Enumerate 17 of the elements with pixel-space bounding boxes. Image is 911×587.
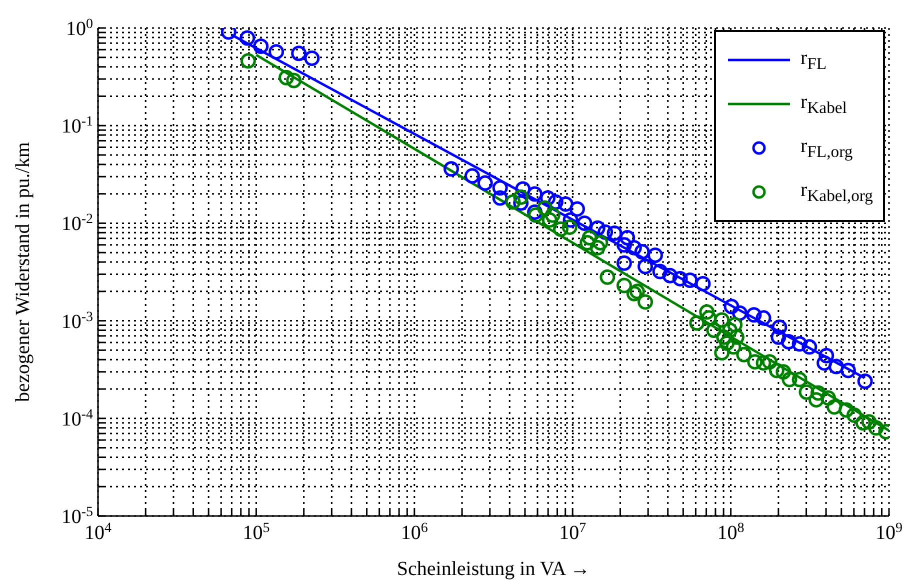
legend-label: r$_{FL}$ [800, 46, 827, 74]
legend-label: r$_{Kabel,org}$ [800, 178, 873, 206]
x-tick-label: 10$^{5}$ [242, 520, 270, 544]
y-tick-label: 10$^{-2}$ [61, 212, 93, 236]
x-tick-label: 10$^{8}$ [717, 520, 744, 544]
x-tick-label: 10$^{9}$ [876, 520, 902, 544]
x-tick-label: 10$^{4}$ [84, 520, 112, 544]
y-tick-label: 10$^{0}$ [66, 16, 93, 40]
x-axis-title: Scheinleistung in VA → [396, 558, 590, 580]
y-tick-label: 10$^{-3}$ [61, 309, 93, 333]
legend-label: r$_{Kabel}$ [800, 90, 847, 118]
x-tick-label: 10$^{7}$ [559, 520, 586, 544]
x-tick-label: 10$^{6}$ [400, 520, 428, 544]
y-tick-label: 10$^{-1}$ [61, 114, 93, 138]
legend-label: r$_{FL,org}$ [800, 134, 853, 162]
y-tick-label: 10$^{-4}$ [61, 406, 93, 430]
y-axis-title: bezogener Widerstand in pu./km [12, 142, 34, 402]
